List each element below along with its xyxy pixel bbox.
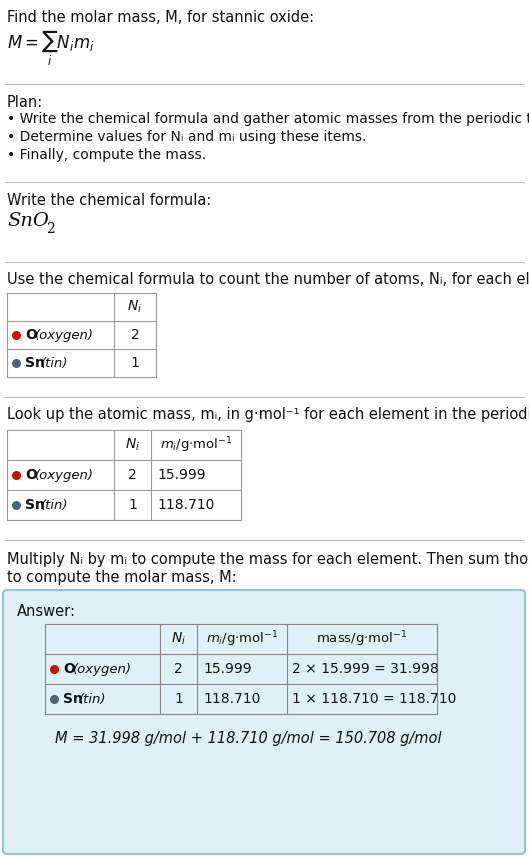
FancyBboxPatch shape xyxy=(3,590,525,854)
Text: 15.999: 15.999 xyxy=(157,468,206,482)
Text: $N_i$: $N_i$ xyxy=(171,631,186,647)
Text: Multiply Nᵢ by mᵢ to compute the mass for each element. Then sum those values: Multiply Nᵢ by mᵢ to compute the mass fo… xyxy=(7,552,529,567)
Text: Sn: Sn xyxy=(25,498,45,512)
Text: mass/g$\cdot$mol$^{-1}$: mass/g$\cdot$mol$^{-1}$ xyxy=(316,629,408,649)
Text: • Determine values for Nᵢ and mᵢ using these items.: • Determine values for Nᵢ and mᵢ using t… xyxy=(7,130,367,144)
Text: (tin): (tin) xyxy=(79,693,106,705)
Text: O: O xyxy=(25,468,37,482)
Text: 2 × 15.999 = 31.998: 2 × 15.999 = 31.998 xyxy=(292,662,439,676)
Text: 2: 2 xyxy=(46,222,54,236)
Text: M = 31.998 g/mol + 118.710 g/mol = 150.708 g/mol: M = 31.998 g/mol + 118.710 g/mol = 150.7… xyxy=(55,732,442,746)
Text: Write the chemical formula:: Write the chemical formula: xyxy=(7,193,212,208)
Text: 1: 1 xyxy=(128,498,137,512)
Text: $M = \sum_i N_i m_i$: $M = \sum_i N_i m_i$ xyxy=(7,28,94,68)
Text: (tin): (tin) xyxy=(41,498,68,512)
Text: (oxygen): (oxygen) xyxy=(73,663,132,675)
Text: to compute the molar mass, M:: to compute the molar mass, M: xyxy=(7,570,236,585)
Text: 1: 1 xyxy=(174,692,183,706)
Text: Plan:: Plan: xyxy=(7,95,43,110)
Text: 2: 2 xyxy=(128,468,137,482)
Text: • Write the chemical formula and gather atomic masses from the periodic table.: • Write the chemical formula and gather … xyxy=(7,112,529,126)
Text: Answer:: Answer: xyxy=(17,604,76,619)
Text: 118.710: 118.710 xyxy=(157,498,214,512)
Text: $N_i$: $N_i$ xyxy=(127,299,142,315)
Text: SnO: SnO xyxy=(7,212,49,230)
Text: Find the molar mass, M, for stannic oxide:: Find the molar mass, M, for stannic oxid… xyxy=(7,10,314,25)
Text: O: O xyxy=(63,662,75,676)
Text: $m_i$/g$\cdot$mol$^{-1}$: $m_i$/g$\cdot$mol$^{-1}$ xyxy=(206,629,278,649)
Text: $m_i$/g$\cdot$mol$^{-1}$: $m_i$/g$\cdot$mol$^{-1}$ xyxy=(160,435,232,455)
Text: $N_i$: $N_i$ xyxy=(125,437,140,453)
Text: (oxygen): (oxygen) xyxy=(35,329,94,342)
Text: 15.999: 15.999 xyxy=(203,662,252,676)
Text: Look up the atomic mass, mᵢ, in g·mol⁻¹ for each element in the periodic table:: Look up the atomic mass, mᵢ, in g·mol⁻¹ … xyxy=(7,407,529,422)
Text: Use the chemical formula to count the number of atoms, Nᵢ, for each element:: Use the chemical formula to count the nu… xyxy=(7,272,529,287)
Text: 2: 2 xyxy=(131,328,139,342)
Text: (tin): (tin) xyxy=(41,356,68,370)
Text: Sn: Sn xyxy=(25,356,45,370)
Text: (oxygen): (oxygen) xyxy=(35,468,94,482)
Text: • Finally, compute the mass.: • Finally, compute the mass. xyxy=(7,148,206,162)
Text: 118.710: 118.710 xyxy=(203,692,260,706)
Text: Sn: Sn xyxy=(63,692,83,706)
Text: 1 × 118.710 = 118.710: 1 × 118.710 = 118.710 xyxy=(292,692,457,706)
Text: O: O xyxy=(25,328,37,342)
Text: 2: 2 xyxy=(174,662,183,676)
Text: 1: 1 xyxy=(131,356,140,370)
